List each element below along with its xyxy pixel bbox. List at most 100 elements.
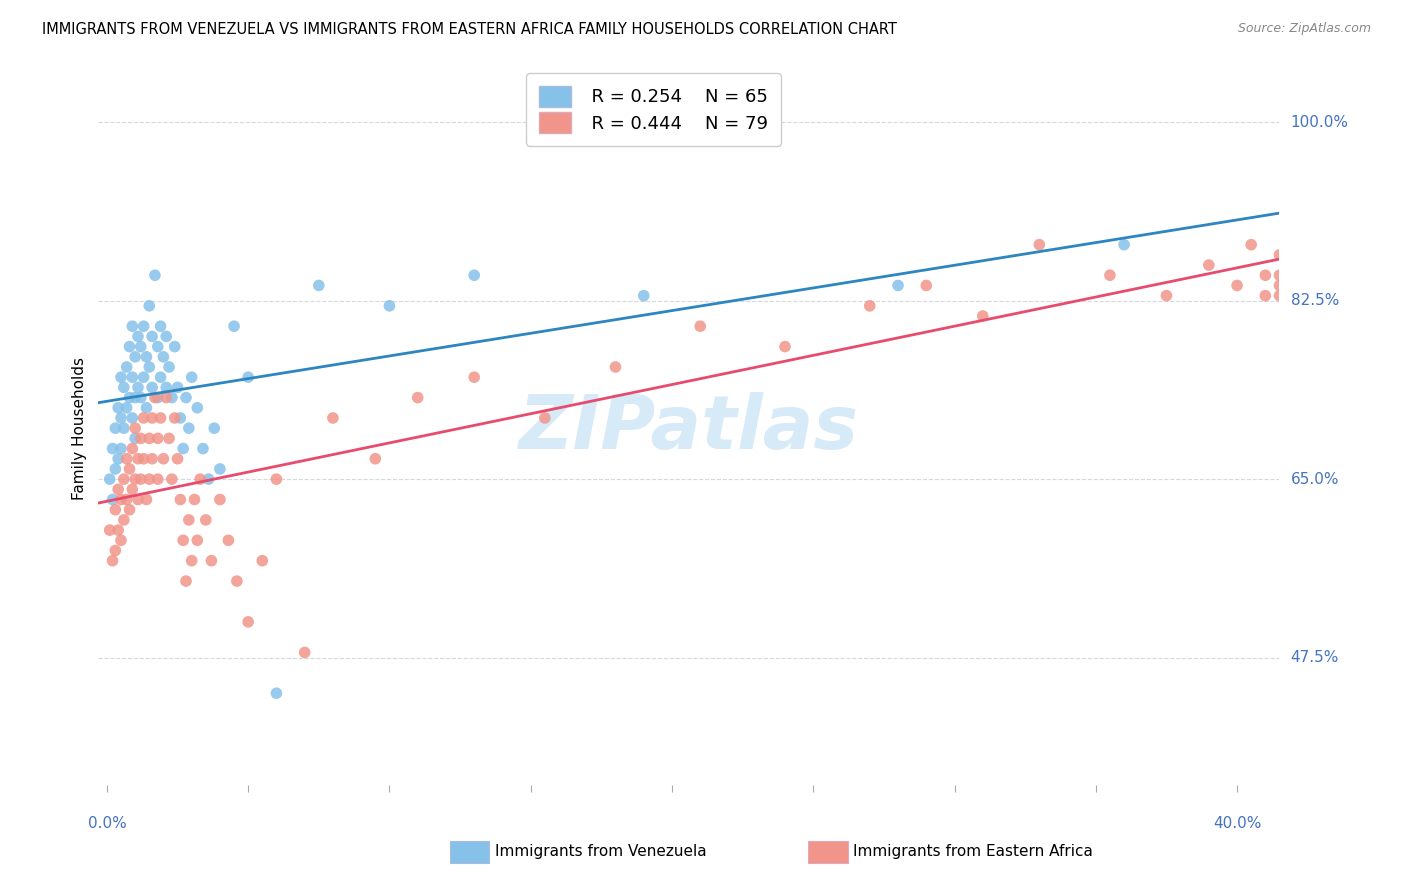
Point (1098, 268, 1121, 283)
Point (104, 543, 127, 558)
Text: 65.0%: 65.0% (1291, 472, 1339, 487)
Point (143, 268, 166, 283)
Text: IMMIGRANTS FROM VENEZUELA VS IMMIGRANTS FROM EASTERN AFRICA FAMILY HOUSEHOLDS CO: IMMIGRANTS FROM VENEZUELA VS IMMIGRANTS … (42, 22, 897, 37)
Point (1254, 288, 1277, 302)
Point (141, 329, 163, 343)
Point (138, 299, 160, 313)
Point (146, 340, 169, 354)
Point (107, 523, 129, 537)
Point (135, 401, 157, 415)
Point (266, 686, 288, 700)
Y-axis label: Family Households: Family Households (72, 357, 87, 500)
Point (149, 319, 172, 334)
Text: 100.0%: 100.0% (1291, 115, 1348, 130)
Point (222, 319, 245, 334)
Point (534, 411, 557, 425)
Point (110, 492, 132, 507)
Point (1268, 268, 1291, 283)
Point (157, 359, 180, 374)
Point (169, 492, 191, 507)
Point (1226, 278, 1249, 293)
Point (172, 533, 194, 548)
Point (887, 278, 910, 293)
Point (110, 370, 132, 384)
Point (1254, 268, 1277, 283)
Point (1268, 278, 1291, 293)
Point (138, 359, 160, 374)
Point (124, 391, 146, 405)
Point (124, 431, 146, 445)
Point (101, 554, 124, 568)
Point (104, 421, 127, 435)
Text: 82.5%: 82.5% (1291, 293, 1339, 309)
Point (107, 401, 129, 415)
Point (115, 451, 138, 466)
Point (143, 391, 166, 405)
Point (132, 319, 155, 334)
Point (138, 472, 160, 486)
Point (118, 391, 141, 405)
Point (98, 523, 121, 537)
Point (118, 462, 141, 476)
Point (155, 391, 177, 405)
Text: 0.0%: 0.0% (87, 815, 127, 830)
Point (166, 380, 188, 394)
Point (605, 359, 627, 374)
Point (859, 299, 882, 313)
Point (146, 472, 169, 486)
Point (138, 431, 160, 445)
Point (118, 340, 141, 354)
Point (110, 442, 132, 456)
Point (132, 451, 155, 466)
Point (101, 442, 124, 456)
Point (217, 533, 239, 548)
Point (127, 492, 149, 507)
Point (129, 391, 152, 405)
Point (101, 492, 124, 507)
Point (132, 411, 155, 425)
Point (177, 421, 200, 435)
Point (146, 391, 169, 405)
Point (238, 370, 260, 384)
Point (141, 411, 163, 425)
Point (152, 451, 174, 466)
Point (208, 462, 231, 476)
Point (1198, 258, 1220, 272)
Point (155, 329, 177, 343)
Point (1112, 237, 1135, 252)
Point (172, 442, 194, 456)
Point (308, 278, 330, 293)
Point (266, 472, 288, 486)
Point (915, 278, 938, 293)
Point (127, 451, 149, 466)
Point (98, 472, 121, 486)
Point (127, 380, 149, 394)
Point (104, 462, 127, 476)
Point (294, 645, 316, 659)
Point (121, 411, 143, 425)
Point (135, 350, 157, 364)
Point (135, 492, 157, 507)
Point (163, 340, 186, 354)
Point (115, 492, 138, 507)
Point (149, 411, 172, 425)
Point (112, 421, 135, 435)
Point (124, 472, 146, 486)
Point (252, 554, 274, 568)
Legend:   R = 0.254    N = 65,   R = 0.444    N = 79: R = 0.254 N = 65, R = 0.444 N = 79 (526, 73, 780, 145)
Point (115, 401, 138, 415)
Point (364, 451, 387, 466)
Point (160, 472, 183, 486)
Point (1268, 248, 1291, 262)
Point (188, 472, 211, 486)
Point (180, 370, 202, 384)
Point (1028, 237, 1050, 252)
Point (107, 451, 129, 466)
Point (115, 359, 138, 374)
Point (378, 299, 401, 313)
Point (110, 533, 132, 548)
Point (124, 350, 146, 364)
Point (141, 380, 163, 394)
Point (132, 370, 155, 384)
Point (773, 340, 796, 354)
